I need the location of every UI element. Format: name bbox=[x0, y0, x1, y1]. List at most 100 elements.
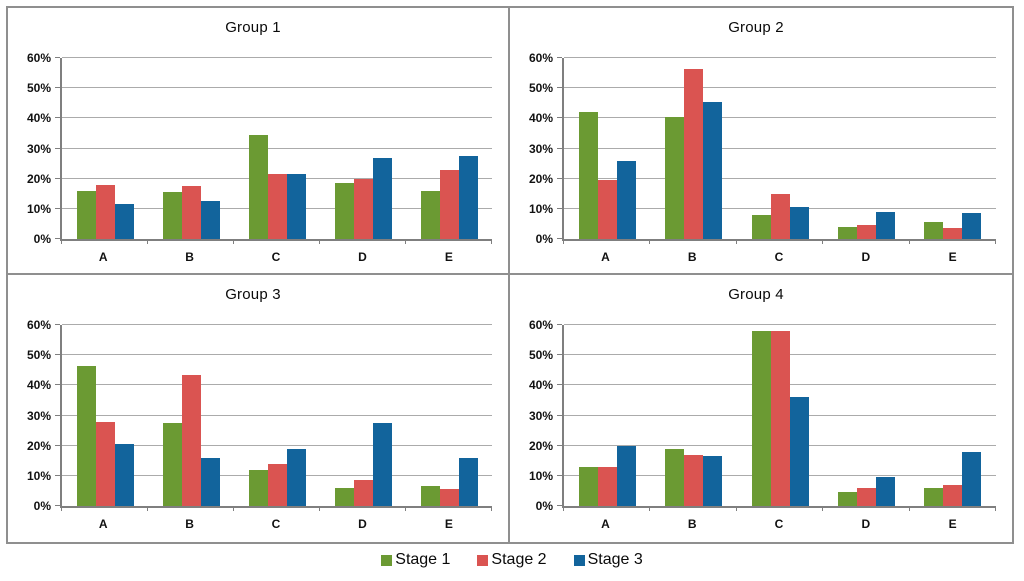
y-tick-label: 10% bbox=[26, 201, 51, 216]
bar-stage-3-e bbox=[962, 213, 982, 239]
bar-stage-1-b bbox=[162, 423, 182, 506]
gridline bbox=[62, 117, 492, 119]
x-axis-label-d: D bbox=[358, 517, 367, 531]
bar-stage-1-b bbox=[665, 448, 685, 506]
bar-groups bbox=[564, 325, 996, 506]
bar-stage-2-b bbox=[684, 454, 704, 506]
gridline bbox=[62, 57, 492, 58]
bar-stage-1-c bbox=[751, 331, 771, 506]
y-tick-mark bbox=[55, 147, 60, 149]
y-tick-label: 10% bbox=[26, 468, 51, 483]
y-tick-mark bbox=[557, 384, 562, 386]
bar-stage-2-a bbox=[95, 184, 115, 239]
y-tick-mark bbox=[557, 147, 562, 149]
y-tick-label: 30% bbox=[26, 408, 51, 423]
bar-groups bbox=[62, 58, 492, 239]
plot-region: 0% 10% 20% 30% 40% 50% 60% bbox=[529, 52, 996, 245]
bar-group-a bbox=[564, 325, 650, 506]
bar-group-e bbox=[910, 325, 996, 506]
x-axis-label-a: A bbox=[601, 517, 610, 531]
gridline bbox=[62, 444, 492, 446]
x-axis-label-c: C bbox=[271, 250, 281, 264]
x-axis-label-e: E bbox=[444, 517, 453, 531]
legend-label: Stage 3 bbox=[587, 551, 643, 568]
gridline bbox=[62, 384, 492, 386]
bar-stage-3-b bbox=[200, 457, 220, 506]
y-tick-label: 30% bbox=[528, 408, 553, 423]
bar-stage-2-d bbox=[856, 487, 876, 506]
stage-1-swatch-icon bbox=[381, 554, 393, 566]
bar-group-d bbox=[320, 325, 406, 506]
bar-group-c bbox=[234, 325, 320, 506]
x-tick-mark bbox=[908, 239, 910, 244]
x-axis-label-d: D bbox=[861, 517, 871, 531]
bar-stage-1-a bbox=[578, 466, 598, 506]
y-tick-mark bbox=[55, 384, 60, 386]
y-tick-label: 50% bbox=[528, 81, 553, 96]
bar-stage-2-b bbox=[181, 374, 201, 506]
gridline bbox=[564, 57, 996, 58]
y-tick-mark bbox=[55, 444, 60, 446]
bar-stage-1-c bbox=[248, 469, 268, 506]
x-tick-mark bbox=[233, 506, 234, 511]
bar-group-d bbox=[320, 58, 406, 239]
x-axis-label-a: A bbox=[601, 250, 610, 264]
x-tick-mark bbox=[147, 239, 148, 244]
y-tick-mark bbox=[557, 87, 562, 89]
y-tick-label: 10% bbox=[528, 201, 553, 216]
y-tick-mark bbox=[55, 87, 60, 89]
bar-stage-3-d bbox=[875, 211, 895, 239]
bar-stage-2-d bbox=[856, 225, 876, 239]
y-tick-mark bbox=[55, 57, 60, 58]
bar-stage-2-d bbox=[353, 178, 373, 239]
y-tick-mark bbox=[557, 207, 562, 209]
bar-stage-3-b bbox=[703, 101, 723, 239]
x-axis-label-d: D bbox=[358, 250, 367, 264]
y-tick-label: 50% bbox=[26, 81, 51, 96]
bar-stage-2-e bbox=[943, 484, 963, 506]
bar-stage-1-d bbox=[837, 492, 857, 506]
chart-title: Group 2 bbox=[728, 19, 784, 36]
x-tick-mark bbox=[147, 506, 148, 511]
legend-item-stage-2: Stage 2 bbox=[477, 551, 547, 569]
y-tick-mark bbox=[557, 354, 562, 356]
y-tick-mark bbox=[55, 177, 60, 179]
x-tick-mark bbox=[735, 506, 737, 511]
stage-2-swatch-icon bbox=[477, 554, 489, 566]
bar-group-c bbox=[234, 58, 320, 239]
y-tick-label: 60% bbox=[528, 318, 553, 332]
bar-stage-3-d bbox=[372, 423, 392, 506]
bar-stage-3-b bbox=[703, 456, 723, 506]
bar-group-e bbox=[910, 58, 996, 239]
x-tick-mark bbox=[491, 239, 492, 244]
bar-stage-2-d bbox=[353, 480, 373, 506]
bar-stage-1-e bbox=[924, 222, 944, 239]
chart-title: Group 1 bbox=[225, 19, 281, 36]
x-tick-mark bbox=[61, 239, 62, 244]
chart-panel-group-2: Group 2 0% 10% 20% 30% 40% 50% 60% A B C D E bbox=[510, 8, 1012, 275]
bar-stage-2-e bbox=[439, 169, 459, 239]
bar-stage-1-d bbox=[837, 226, 857, 239]
y-tick-mark bbox=[557, 57, 562, 58]
y-tick-label: 0% bbox=[33, 232, 51, 246]
x-axis-label-c: C bbox=[774, 250, 784, 264]
bar-stage-3-a bbox=[616, 445, 636, 506]
legend-label: Stage 1 bbox=[395, 551, 451, 568]
y-tick-label: 20% bbox=[528, 438, 553, 453]
bar-stage-1-c bbox=[751, 214, 771, 239]
bar-stage-3-a bbox=[114, 444, 134, 506]
gridline bbox=[62, 354, 492, 356]
y-tick-label: 60% bbox=[26, 318, 51, 332]
chart-grid: Group 1 0% 10% 20% 30% 40% 50% 60% A B C D E Group 2 0… bbox=[6, 6, 1014, 544]
y-tick-mark bbox=[55, 207, 60, 209]
gridline bbox=[564, 324, 996, 325]
gridline bbox=[564, 87, 996, 89]
bar-stage-2-b bbox=[684, 68, 704, 239]
bar-stage-1-b bbox=[162, 192, 182, 239]
bar-stage-3-e bbox=[458, 156, 478, 239]
x-tick-mark bbox=[491, 506, 492, 511]
bar-stage-2-e bbox=[439, 489, 459, 506]
bar-group-a bbox=[62, 325, 148, 506]
bar-stage-3-e bbox=[962, 451, 982, 506]
